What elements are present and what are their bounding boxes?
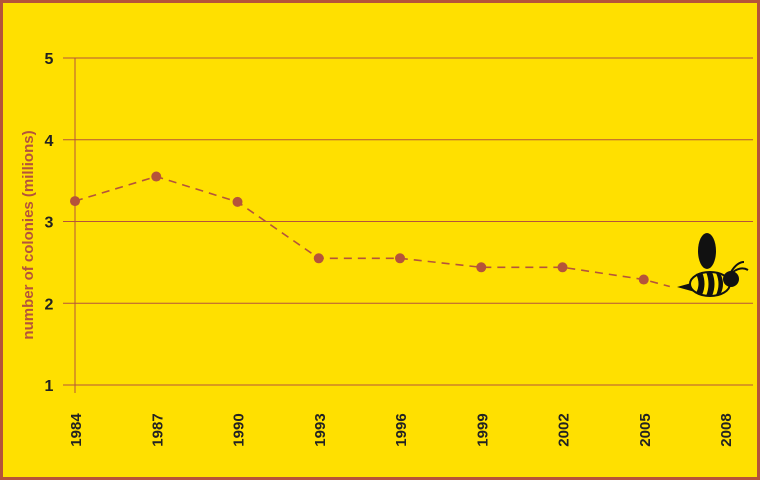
data-point-2005	[638, 274, 649, 285]
data-point-1984	[70, 196, 80, 207]
y-tick-label: 4	[45, 133, 54, 150]
y-tick-label: 2	[45, 296, 54, 313]
x-tick-label: 2002	[556, 413, 573, 446]
x-tick-label: 1984	[68, 413, 85, 447]
x-tick-label: 1990	[231, 413, 248, 446]
gridlines	[63, 57, 753, 386]
y-axis-label: number of colonies (millions)	[20, 130, 37, 339]
y-tick-label: 3	[45, 215, 54, 232]
x-tick-label: 1996	[393, 413, 410, 446]
y-tick-label: 5	[45, 51, 54, 68]
x-tick-label: 2005	[637, 413, 654, 446]
line-chart: 1 2 3 4 5 1984 1987 1990 1993 1996 1999 2002 2005 20…	[20, 51, 753, 447]
data-point-2002	[557, 262, 568, 273]
x-tick-label: 2008	[718, 413, 735, 446]
x-tick-label: 1987	[149, 413, 166, 446]
y-tick-labels: 1 2 3 4 5	[45, 51, 54, 395]
series-line	[74, 175, 671, 288]
bee-icon	[677, 233, 749, 297]
data-point-1987	[151, 171, 162, 182]
data-point-1990	[232, 196, 243, 207]
x-tick-label: 1999	[474, 413, 491, 446]
data-point-1996	[395, 253, 405, 264]
y-tick-label: 1	[45, 378, 54, 395]
x-tick-label: 1993	[312, 413, 329, 446]
data-point-1999	[476, 262, 487, 273]
x-tick-labels: 1984 1987 1990 1993 1996 1999 2002 2005 2008	[68, 413, 735, 447]
data-point-1993	[313, 253, 324, 264]
data-series	[70, 171, 671, 288]
